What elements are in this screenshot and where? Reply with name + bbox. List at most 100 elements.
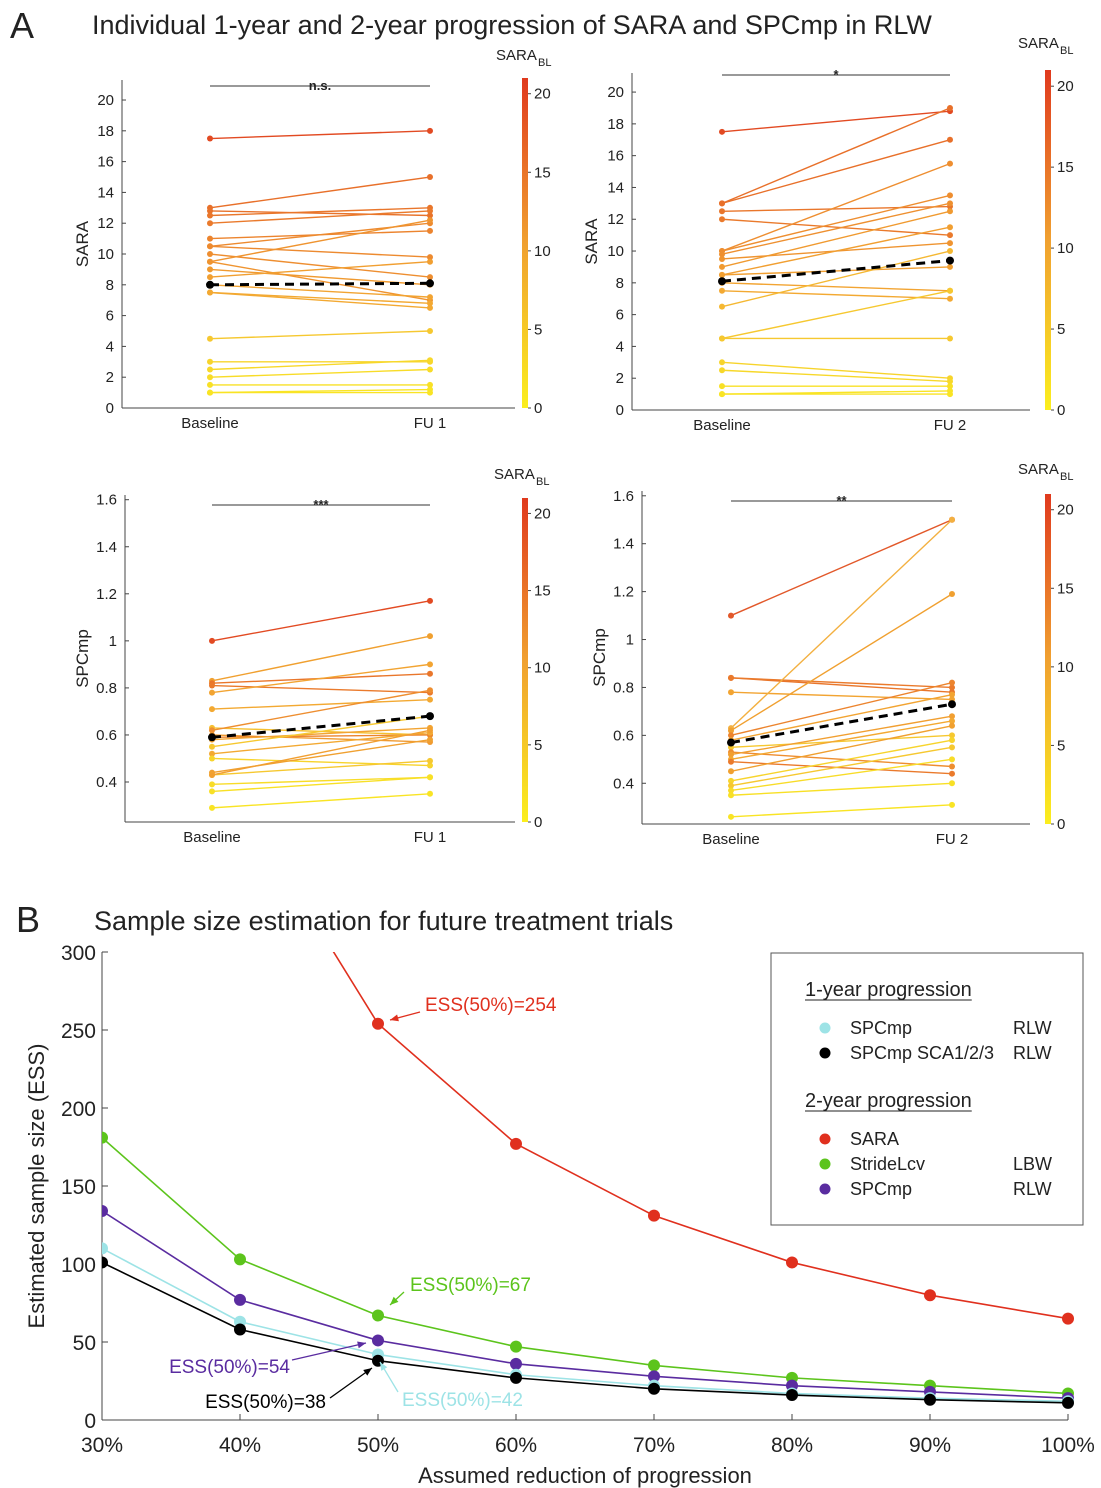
x-tick-label: FU 2 [934, 417, 967, 434]
subject-point [209, 750, 215, 757]
subject-line [721, 139, 951, 205]
series-point [102, 1204, 108, 1217]
colorbar-label: SARA [494, 466, 535, 483]
annotation-arrowhead [380, 1362, 388, 1371]
subject-point [728, 792, 734, 799]
colorbar-tick-label: 10 [534, 243, 551, 260]
series-point [510, 1357, 522, 1370]
series-point [924, 1289, 936, 1302]
colorbar-tick-label: 5 [1057, 737, 1065, 754]
series-point [786, 1256, 798, 1269]
subject-point [949, 770, 955, 777]
series-point [234, 1253, 246, 1266]
subject-point [427, 258, 433, 265]
y-tick-label: 4 [616, 338, 624, 355]
y-tick-label: 8 [616, 275, 624, 292]
series-point [510, 1137, 522, 1150]
subject-line [721, 194, 951, 252]
subject-point [949, 591, 955, 598]
y-tick-label: 2 [106, 369, 114, 386]
subject-line [209, 207, 431, 217]
series-point [1062, 1312, 1074, 1325]
mean-point [426, 712, 434, 721]
subject-point [947, 200, 953, 207]
subject-point [207, 289, 213, 296]
colorbar [522, 78, 528, 408]
legend-cohort: LBW [1013, 1154, 1052, 1174]
y-axis-label: SARA [73, 220, 92, 267]
subject-line [730, 681, 953, 737]
y-tick-label: 1.6 [613, 488, 634, 505]
colorbar-label-sub: BL [1060, 45, 1073, 57]
subject-point [719, 391, 725, 398]
series-point [648, 1359, 660, 1372]
colorbar-tick-label: 15 [534, 164, 551, 181]
colorbar-label: SARA [496, 47, 537, 64]
y-axis-label: SPCmp [590, 628, 609, 687]
subject-point [949, 717, 955, 724]
y-tick-label: 16 [607, 148, 624, 165]
subject-point [728, 777, 734, 784]
subject-line [211, 760, 431, 776]
x-tick-label: 60% [495, 1434, 537, 1457]
mean-point [946, 256, 954, 265]
subject-point [427, 207, 433, 214]
subject-line [730, 677, 953, 693]
subject-point [427, 661, 433, 668]
subject-point [207, 335, 213, 342]
subject-point [947, 192, 953, 199]
subject-line [209, 368, 431, 378]
subject-point [207, 266, 213, 273]
subject-point [427, 357, 433, 364]
subject-line [721, 290, 951, 300]
subject-point [209, 727, 215, 734]
y-tick-label: 0 [616, 402, 624, 419]
y-tick-label: 6 [616, 307, 624, 324]
subject-point [427, 389, 433, 396]
series-line [102, 1137, 1069, 1395]
y-tick-label: 14 [607, 179, 624, 196]
x-tick-label: Baseline [693, 417, 751, 434]
colorbar-tick-label: 20 [534, 505, 551, 522]
y-tick-label: 1 [626, 632, 634, 649]
subject-point [728, 612, 734, 619]
subject-line [209, 210, 431, 217]
subject-point [719, 251, 725, 258]
y-tick-label: 300 [61, 942, 96, 965]
significance-label: n.s. [309, 78, 331, 93]
colorbar-label-sub: BL [1060, 471, 1073, 483]
significance-label: ** [836, 493, 847, 508]
annotation-arrowhead [363, 1368, 372, 1376]
colorbar-tick-label: 0 [534, 814, 542, 831]
colorbar-tick-label: 5 [534, 737, 542, 754]
subject-point [207, 235, 213, 242]
subject-point [207, 274, 213, 281]
x-tick-label: 50% [357, 1434, 399, 1457]
subject-point [427, 757, 433, 764]
subject-line [211, 715, 431, 748]
mean-point [208, 733, 216, 742]
subject-point [427, 254, 433, 261]
legend-label: SPCmp [850, 1179, 912, 1199]
mean-line [730, 702, 953, 745]
y-axis-label: Estimated sample size (ESS) [24, 1044, 49, 1329]
y-tick-label: 12 [97, 215, 114, 232]
y-tick-label: 8 [106, 277, 114, 294]
subject-point [427, 294, 433, 301]
subject-point [207, 212, 213, 219]
colorbar-label: SARA [1018, 35, 1059, 52]
subject-line [730, 720, 953, 761]
y-tick-label: 150 [61, 1176, 96, 1199]
subject-line [730, 693, 953, 741]
y-tick-label: 1.6 [96, 492, 117, 509]
mean-line [721, 259, 951, 283]
colorbar-label-sub: BL [536, 476, 549, 488]
subject-point [719, 128, 725, 135]
subject-point [209, 689, 215, 696]
annotation: ESS(50%)=38 [205, 1392, 326, 1413]
series-point [372, 1017, 384, 1030]
colorbar-tick-label: 5 [534, 321, 542, 338]
subject-line [211, 793, 431, 809]
colorbar-label-sub: BL [538, 57, 551, 69]
subject-point [207, 135, 213, 142]
